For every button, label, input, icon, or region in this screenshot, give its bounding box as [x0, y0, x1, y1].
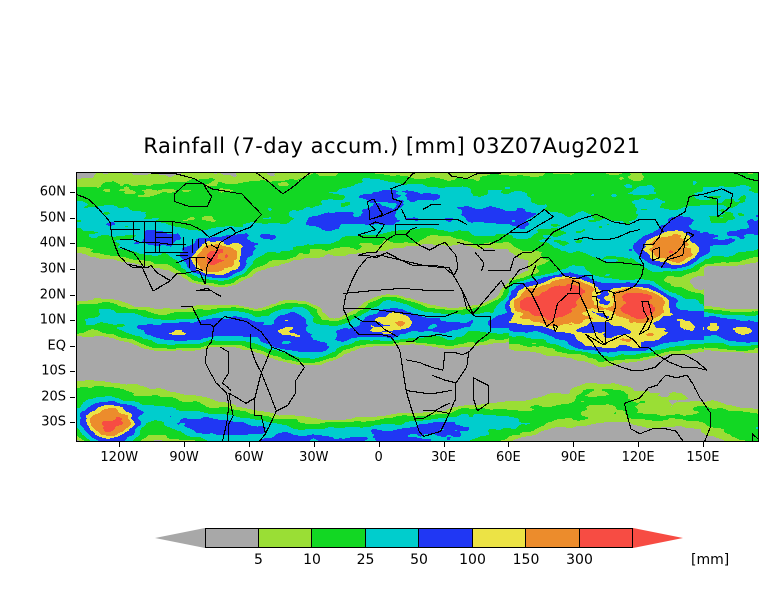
x-axis-label: 60W — [234, 450, 264, 465]
page-title: Rainfall (7-day accum.) [mm] 03Z07Aug202… — [143, 134, 641, 158]
y-axis-label: 30S — [41, 414, 66, 430]
x-axis-tick — [119, 442, 120, 447]
colorbar-band — [472, 528, 526, 548]
x-axis-tick — [184, 442, 185, 447]
x-axis-label: 90W — [169, 450, 199, 465]
colorbar-tick-label: 100 — [459, 552, 486, 568]
rainfall-map-panel — [76, 172, 759, 442]
x-axis-label: 30E — [431, 450, 456, 465]
colorbar-units-label: [mm] — [691, 552, 730, 568]
y-axis-tick — [70, 422, 75, 423]
x-axis-label: 60E — [495, 450, 521, 465]
colorbar-band — [312, 528, 366, 548]
x-axis-label: 120W — [100, 450, 139, 465]
x-axis-label: 150E — [686, 450, 720, 465]
colorbar-tick-label: 150 — [512, 552, 540, 568]
colorbar-tick-label: 300 — [566, 552, 593, 568]
rainfall-heatmap-canvas — [77, 173, 758, 441]
colorbar-above-max-arrow-icon — [633, 528, 683, 548]
x-axis-tick — [508, 442, 509, 447]
y-axis-tick — [70, 346, 75, 347]
colorbar-tick-label: 50 — [410, 552, 428, 568]
y-axis-label: 20S — [41, 389, 66, 405]
colorbar-band — [205, 528, 259, 548]
y-axis-label: 60N — [39, 184, 66, 200]
y-axis-label: 50N — [39, 210, 66, 226]
x-axis-label: 120E — [621, 450, 655, 465]
colorbar-band — [419, 528, 473, 548]
y-axis-tick — [70, 192, 75, 193]
x-axis-tick — [444, 442, 445, 447]
y-axis-label: 30N — [39, 261, 66, 277]
x-axis-tick — [379, 442, 380, 447]
x-axis-tick — [573, 442, 574, 447]
x-axis-tick — [249, 442, 250, 447]
y-axis-tick — [70, 243, 75, 244]
y-axis-label: EQ — [47, 338, 66, 354]
y-axis-label: 10S — [41, 363, 66, 379]
y-axis-tick — [70, 371, 75, 372]
colorbar: [mm] 5 10 25 50 100 150 300 — [0, 520, 784, 580]
y-axis-tick — [70, 397, 75, 398]
colorbar-band — [258, 528, 312, 548]
colorbar-below-min-arrow-icon — [155, 528, 205, 548]
colorbar-tick-label: 10 — [303, 552, 321, 568]
colorbar-bands — [205, 528, 633, 548]
y-axis-tick — [70, 218, 75, 219]
y-axis-tick — [70, 295, 75, 296]
y-axis-label: 10N — [39, 312, 66, 328]
x-axis-label: 90E — [560, 450, 586, 465]
y-axis-tick — [70, 320, 75, 321]
y-axis-label: 40N — [39, 235, 66, 251]
colorbar-band — [365, 528, 419, 548]
x-axis-tick — [703, 442, 704, 447]
y-axis-label: 20N — [39, 287, 66, 302]
colorbar-tick-label: 25 — [356, 552, 375, 568]
x-axis-tick — [638, 442, 639, 447]
x-axis-label: 30W — [299, 450, 329, 465]
x-axis-label: 0 — [374, 450, 383, 465]
y-axis-tick — [70, 269, 75, 270]
x-axis-tick — [314, 442, 315, 447]
colorbar-tick-label: 5 — [254, 552, 263, 568]
colorbar-band — [526, 528, 580, 548]
colorbar-band — [579, 528, 633, 548]
